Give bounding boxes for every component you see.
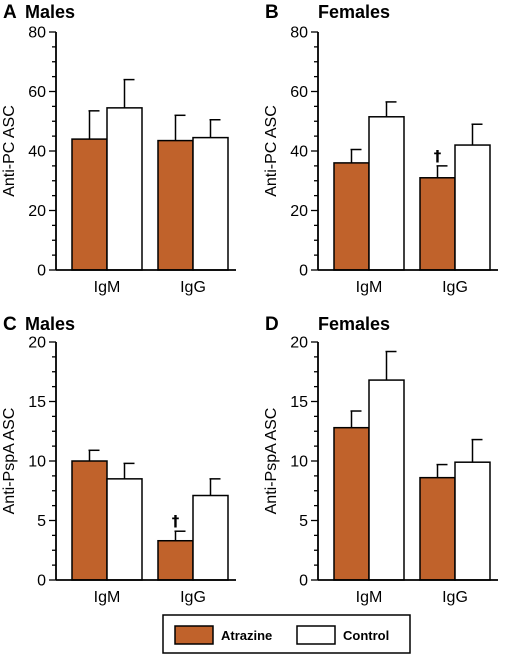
bar-atrazine-igm bbox=[333, 162, 370, 271]
y-tick-label: 10 bbox=[290, 454, 308, 471]
chart-panel-c: C Males Anti-PspA ASC † 0 5 10 15 20 IgM IgG bbox=[1, 314, 236, 606]
legend-swatch-control bbox=[296, 625, 336, 645]
chart-panel-d: D Females Anti-PspA ASC 0 5 10 15 20 IgM IgG bbox=[263, 314, 498, 606]
y-tick-label: 5 bbox=[37, 513, 46, 530]
y-tick-label: 0 bbox=[299, 573, 308, 590]
x-tick-label-igg: IgG bbox=[180, 279, 206, 296]
y-tick-label: 40 bbox=[28, 144, 46, 161]
y-tick-label: 80 bbox=[290, 25, 308, 42]
y-tick-label: 5 bbox=[299, 513, 308, 530]
chart-panel-b: B Females Anti-PC ASC † 0 20 40 60 80 IgM IgG bbox=[263, 2, 498, 296]
panel-letter: D bbox=[265, 314, 279, 335]
y-tick-label: 0 bbox=[37, 263, 46, 280]
y-tick-label: 20 bbox=[290, 203, 308, 220]
x-tick-label-igg: IgG bbox=[180, 589, 206, 606]
y-axis-label: Anti-PC ASC bbox=[1, 105, 18, 197]
panel-letter: C bbox=[3, 314, 17, 335]
bar-atrazine-igg bbox=[157, 539, 194, 581]
y-axis-label: Anti-PspA ASC bbox=[1, 408, 18, 515]
bar-control-igg bbox=[454, 461, 491, 581]
bar-atrazine-igm bbox=[333, 426, 370, 581]
bar-control-igg bbox=[454, 144, 491, 271]
bar-atrazine-igg bbox=[419, 476, 456, 581]
bar-control-igm bbox=[106, 478, 143, 581]
y-tick-label: 60 bbox=[28, 84, 46, 101]
bar-atrazine-igg bbox=[157, 139, 194, 271]
y-tick-label: 60 bbox=[290, 84, 308, 101]
x-tick-label-igg: IgG bbox=[442, 279, 468, 296]
legend-label-control: Control bbox=[343, 628, 389, 643]
panel-title: Males bbox=[25, 314, 75, 334]
bar-control-igm bbox=[106, 107, 143, 271]
panel-title: Females bbox=[318, 314, 390, 334]
panel-letter: A bbox=[3, 2, 17, 23]
bar-control-igg bbox=[192, 136, 229, 271]
y-tick-label: 10 bbox=[28, 454, 46, 471]
x-tick-label-igg: IgG bbox=[442, 589, 468, 606]
bar-atrazine-igg bbox=[419, 177, 456, 271]
y-tick-label: 15 bbox=[290, 394, 308, 411]
x-tick-label-igm: IgM bbox=[356, 589, 383, 606]
bar-control-igg bbox=[192, 494, 229, 581]
significance-mark: † bbox=[434, 147, 442, 165]
y-tick-label: 15 bbox=[28, 394, 46, 411]
legend-label-atrazine: Atrazine bbox=[221, 628, 272, 643]
bar-atrazine-igm bbox=[71, 460, 108, 581]
panel-title: Males bbox=[25, 2, 75, 22]
y-tick-label: 0 bbox=[37, 573, 46, 590]
y-axis-label: Anti-PspA ASC bbox=[263, 408, 280, 515]
y-tick-label: 20 bbox=[290, 335, 308, 352]
bar-control-igm bbox=[368, 116, 405, 271]
legend-swatch-atrazine bbox=[174, 625, 214, 645]
y-tick-label: 0 bbox=[299, 263, 308, 280]
y-axis-label: Anti-PC ASC bbox=[263, 105, 280, 197]
chart-panels: A Males Anti-PC ASC 0 20 40 60 80 IgM IgG B Females… bbox=[1, 2, 498, 606]
bar-atrazine-igm bbox=[71, 138, 108, 271]
chart-panel-a: A Males Anti-PC ASC 0 20 40 60 80 IgM IgG bbox=[1, 2, 236, 296]
legend: Atrazine Control bbox=[162, 614, 411, 654]
significance-mark: † bbox=[172, 512, 180, 530]
y-tick-label: 40 bbox=[290, 144, 308, 161]
panel-title: Females bbox=[318, 2, 390, 22]
x-tick-label-igm: IgM bbox=[94, 279, 121, 296]
x-tick-label-igm: IgM bbox=[94, 589, 121, 606]
x-tick-label-igm: IgM bbox=[356, 279, 383, 296]
y-tick-label: 20 bbox=[28, 203, 46, 220]
panel-letter: B bbox=[265, 2, 279, 23]
y-tick-label: 20 bbox=[28, 335, 46, 352]
bar-control-igm bbox=[368, 379, 405, 581]
y-tick-label: 80 bbox=[28, 25, 46, 42]
